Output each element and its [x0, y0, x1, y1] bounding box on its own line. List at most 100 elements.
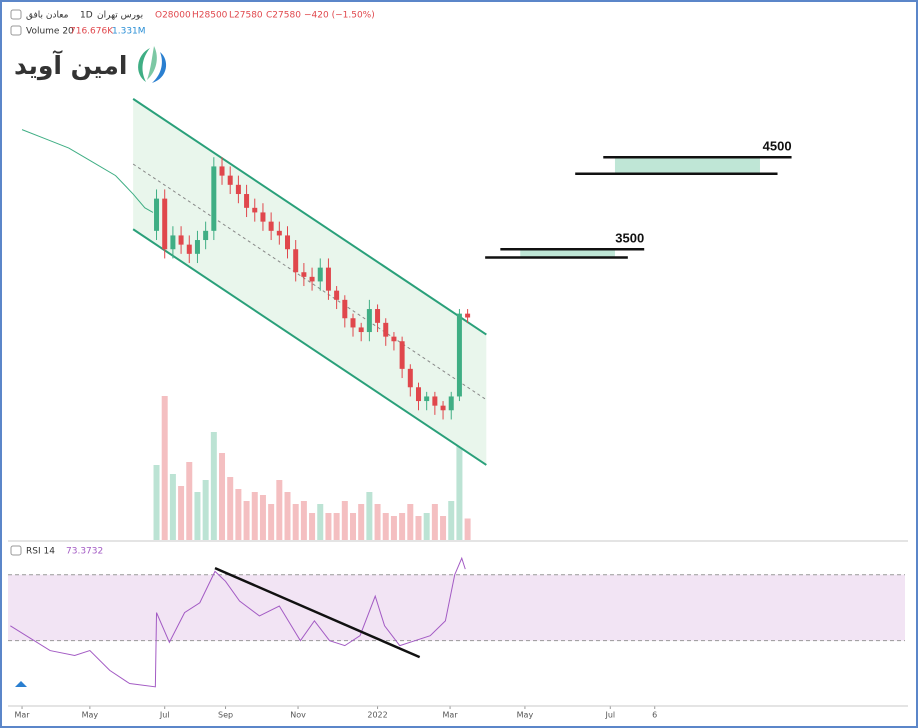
logo-text: امین آوید	[14, 50, 127, 81]
candle-body	[154, 198, 160, 231]
volume-bar	[235, 489, 242, 540]
x-tick-label: Jul	[604, 711, 615, 720]
candle-body	[350, 318, 356, 328]
volume-bar	[399, 513, 406, 540]
candle-body	[440, 405, 446, 411]
collapse-button[interactable]	[10, 9, 22, 20]
symbol: معادن بافق	[26, 11, 69, 21]
volume-bar	[325, 513, 332, 540]
early-price-line	[21, 129, 154, 213]
volume-bar	[448, 501, 455, 540]
candle-body	[342, 299, 348, 319]
candle-body	[186, 244, 192, 254]
volume-bar	[390, 516, 397, 540]
channel-lower	[132, 228, 487, 466]
volume-bar	[317, 504, 324, 540]
target-label: 3500	[615, 231, 644, 246]
x-tick-label: 6	[652, 711, 657, 720]
candle-body	[375, 309, 381, 323]
candle-body	[391, 336, 397, 342]
panes: Mar May Jul Sep Nov 2022 Mar May Jul 6 3500 4500	[8, 98, 905, 720]
candle-body	[235, 184, 241, 195]
volume-value: 716.676K	[70, 27, 114, 37]
volume-bar	[431, 504, 438, 540]
volume-bar	[350, 513, 356, 540]
candle-body	[268, 221, 274, 231]
ohlc-close: C27580	[266, 11, 301, 21]
volume-bar	[407, 504, 414, 540]
tradingview-logo	[15, 681, 27, 687]
volume-bar	[153, 465, 160, 540]
candle-body	[227, 175, 233, 185]
volume-bar	[186, 462, 193, 540]
candle-body	[448, 396, 454, 411]
volume-bar	[309, 513, 316, 540]
x-tick-label: Mar	[14, 711, 30, 720]
change: −420 (−1.50%)	[304, 11, 375, 21]
rsi-title: RSI 14	[26, 547, 55, 557]
rsi-trendline	[214, 566, 421, 659]
volume-bar	[333, 513, 340, 540]
candle-body	[456, 313, 462, 397]
target-zone	[520, 249, 615, 258]
candle-body	[317, 267, 323, 282]
volume-bar	[284, 492, 291, 540]
candle-body	[399, 341, 405, 369]
volume-bar	[382, 513, 389, 540]
collapse-button[interactable]	[10, 25, 22, 36]
candle-body	[366, 309, 372, 333]
volume-bar	[227, 477, 234, 540]
candle-body	[203, 230, 209, 241]
candle-body	[465, 313, 471, 318]
volume-bar	[300, 501, 307, 540]
candle-body	[334, 290, 340, 300]
candle-body	[383, 322, 389, 337]
x-tick-label: May	[517, 711, 534, 720]
x-tick-label: Mar	[443, 711, 459, 720]
ohlc-open: O28000	[155, 11, 191, 21]
volume-average: 1.331M	[112, 27, 146, 37]
rsi-band	[8, 574, 905, 641]
volume-bar	[219, 453, 226, 540]
candle-body	[260, 212, 266, 222]
x-tick-label: Sep	[218, 711, 233, 720]
interval: 1D	[80, 11, 93, 21]
volume-bar	[251, 492, 258, 540]
candle-body	[252, 207, 258, 213]
volume-bar	[202, 480, 209, 540]
ohlc-high: H28500	[192, 11, 228, 21]
x-tick-label: 2022	[367, 711, 387, 720]
candle-body	[293, 249, 299, 273]
candle-body	[285, 235, 291, 250]
collapse-button[interactable]	[10, 545, 22, 556]
candle-body	[358, 327, 364, 333]
volume-bar	[210, 432, 217, 540]
rsi-line	[10, 556, 466, 688]
volume-bar	[440, 516, 447, 540]
rsi-value: 73.3732	[66, 547, 103, 557]
target-label: 4500	[763, 139, 792, 154]
ohlc-low: L27580	[229, 11, 263, 21]
candle-body	[424, 396, 430, 402]
candle-body	[178, 235, 184, 245]
candle-body	[211, 166, 217, 231]
candle-body	[432, 396, 438, 406]
volume-bar	[464, 518, 471, 540]
logo-icon	[138, 46, 167, 83]
volume-bar	[194, 492, 201, 540]
volume-bar	[243, 501, 250, 540]
volume-bar	[161, 396, 168, 540]
candle-body	[415, 387, 421, 402]
x-tick-label: Nov	[290, 711, 306, 720]
volume-bar	[268, 504, 275, 540]
candle-body	[407, 368, 413, 388]
volume-bar	[292, 504, 299, 540]
candle-body	[194, 240, 200, 254]
volume-bar	[341, 501, 348, 540]
volume-bar	[415, 516, 422, 540]
volume-bar	[259, 495, 266, 540]
volume-bar	[456, 414, 463, 540]
candle-body	[325, 267, 331, 291]
candle-body	[162, 198, 168, 250]
volume-bar	[276, 480, 283, 540]
